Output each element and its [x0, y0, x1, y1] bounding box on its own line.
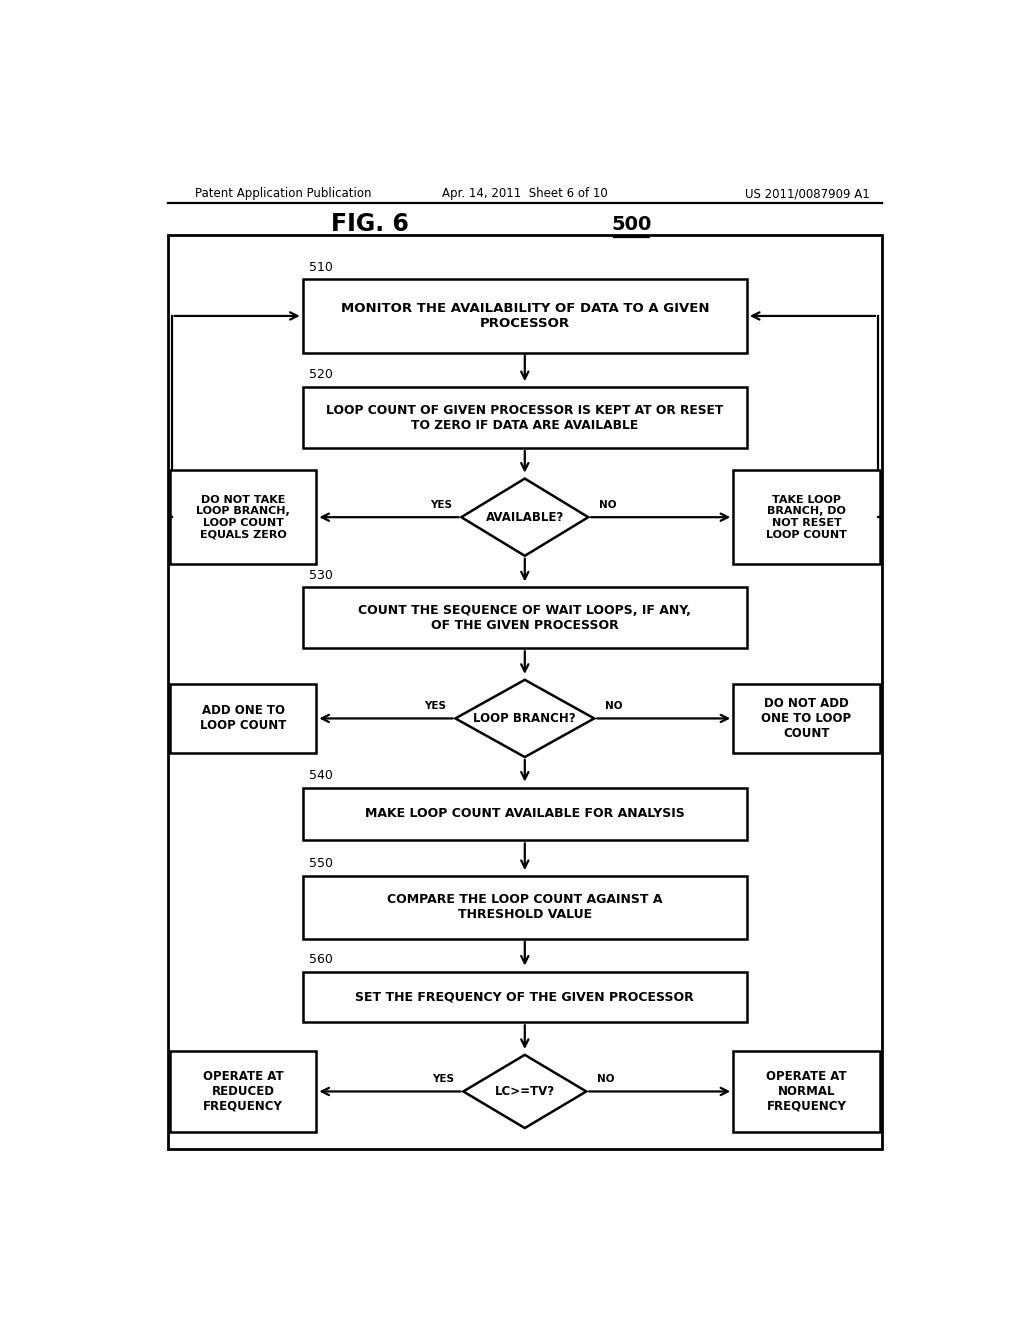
Text: OPERATE AT
NORMAL
FREQUENCY: OPERATE AT NORMAL FREQUENCY: [766, 1071, 847, 1113]
Text: LC>=TV?: LC>=TV?: [495, 1085, 555, 1098]
Text: NO: NO: [599, 500, 616, 510]
Text: 560: 560: [309, 953, 333, 966]
Text: 540: 540: [309, 768, 333, 781]
Text: FIG. 6: FIG. 6: [331, 213, 409, 236]
Polygon shape: [463, 1055, 587, 1129]
Text: MAKE LOOP COUNT AVAILABLE FOR ANALYSIS: MAKE LOOP COUNT AVAILABLE FOR ANALYSIS: [365, 808, 685, 821]
Text: 530: 530: [309, 569, 333, 582]
Bar: [303, 587, 748, 648]
Bar: [170, 1051, 316, 1133]
Text: TAKE LOOP
BRANCH, DO
NOT RESET
LOOP COUNT: TAKE LOOP BRANCH, DO NOT RESET LOOP COUN…: [766, 495, 847, 540]
Text: 500: 500: [611, 215, 652, 234]
Text: COUNT THE SEQUENCE OF WAIT LOOPS, IF ANY,
OF THE GIVEN PROCESSOR: COUNT THE SEQUENCE OF WAIT LOOPS, IF ANY…: [358, 603, 691, 632]
Text: LOOP BRANCH?: LOOP BRANCH?: [473, 711, 577, 725]
Text: ADD ONE TO
LOOP COUNT: ADD ONE TO LOOP COUNT: [200, 705, 287, 733]
Text: Apr. 14, 2011  Sheet 6 of 10: Apr. 14, 2011 Sheet 6 of 10: [442, 187, 607, 201]
Text: DO NOT ADD
ONE TO LOOP
COUNT: DO NOT ADD ONE TO LOOP COUNT: [762, 697, 852, 741]
Text: Patent Application Publication: Patent Application Publication: [196, 187, 372, 201]
Text: 550: 550: [309, 857, 333, 870]
Bar: [303, 972, 748, 1022]
Text: DO NOT TAKE
LOOP BRANCH,
LOOP COUNT
EQUALS ZERO: DO NOT TAKE LOOP BRANCH, LOOP COUNT EQUA…: [197, 495, 290, 540]
Text: MONITOR THE AVAILABILITY OF DATA TO A GIVEN
PROCESSOR: MONITOR THE AVAILABILITY OF DATA TO A GI…: [341, 302, 709, 330]
Text: NO: NO: [605, 701, 623, 711]
Bar: [303, 876, 748, 939]
Bar: [303, 788, 748, 841]
Text: US 2011/0087909 A1: US 2011/0087909 A1: [745, 187, 870, 201]
Bar: [303, 387, 748, 447]
Text: 510: 510: [309, 260, 333, 273]
Text: COMPARE THE LOOP COUNT AGAINST A
THRESHOLD VALUE: COMPARE THE LOOP COUNT AGAINST A THRESHO…: [387, 894, 663, 921]
Text: YES: YES: [432, 1074, 455, 1084]
Polygon shape: [456, 680, 594, 758]
Text: AVAILABLE?: AVAILABLE?: [485, 511, 564, 524]
Bar: [170, 684, 316, 752]
Bar: [170, 470, 316, 564]
Text: YES: YES: [430, 500, 453, 510]
Bar: [303, 280, 748, 352]
Text: YES: YES: [425, 701, 446, 711]
Polygon shape: [461, 479, 588, 556]
Text: 520: 520: [309, 368, 333, 381]
Text: OPERATE AT
REDUCED
FREQUENCY: OPERATE AT REDUCED FREQUENCY: [203, 1071, 284, 1113]
Bar: [733, 1051, 880, 1133]
Bar: [733, 470, 880, 564]
Text: LOOP COUNT OF GIVEN PROCESSOR IS KEPT AT OR RESET
TO ZERO IF DATA ARE AVAILABLE: LOOP COUNT OF GIVEN PROCESSOR IS KEPT AT…: [326, 404, 724, 432]
Text: SET THE FREQUENCY OF THE GIVEN PROCESSOR: SET THE FREQUENCY OF THE GIVEN PROCESSOR: [355, 990, 694, 1003]
Bar: [733, 684, 880, 752]
Text: NO: NO: [597, 1074, 614, 1084]
